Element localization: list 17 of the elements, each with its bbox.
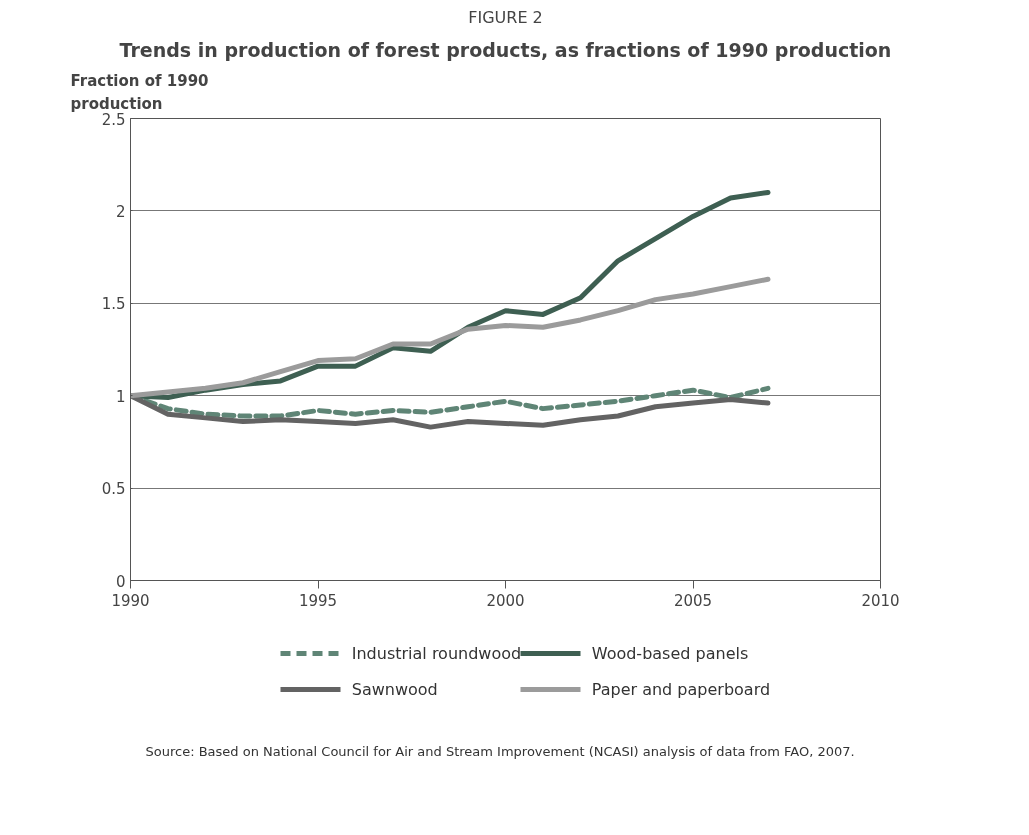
- x-tick-label: 2005: [673, 591, 713, 610]
- x-tick-label: 2000: [486, 591, 525, 610]
- y-tick-label: 2: [115, 202, 126, 221]
- x-tick-label: 2010: [861, 591, 900, 610]
- chart-subtitle: Trends in production of forest products, as fractions of 1990 production: [119, 38, 892, 61]
- y-tick-label: 1.5: [101, 295, 126, 314]
- legend-label: Paper and paperboard: [591, 680, 771, 699]
- legend-label: Industrial roundwood: [351, 644, 522, 663]
- x-tick-label: 1995: [298, 591, 338, 610]
- x-tick-label: 1990: [111, 591, 150, 610]
- legend-label: Sawnwood: [351, 680, 438, 699]
- chart-title: FIGURE 2: [468, 7, 543, 27]
- y-tick-label: 0.5: [101, 480, 126, 499]
- source-note: Source: Based on National Council for Air and Stream Improvement (NCASI) analysis of data from FAO, 2007.: [145, 743, 855, 759]
- legend-label: Wood-based panels: [591, 644, 749, 663]
- y-tick-label: 0: [115, 572, 126, 591]
- y-tick-label: 1: [115, 387, 126, 406]
